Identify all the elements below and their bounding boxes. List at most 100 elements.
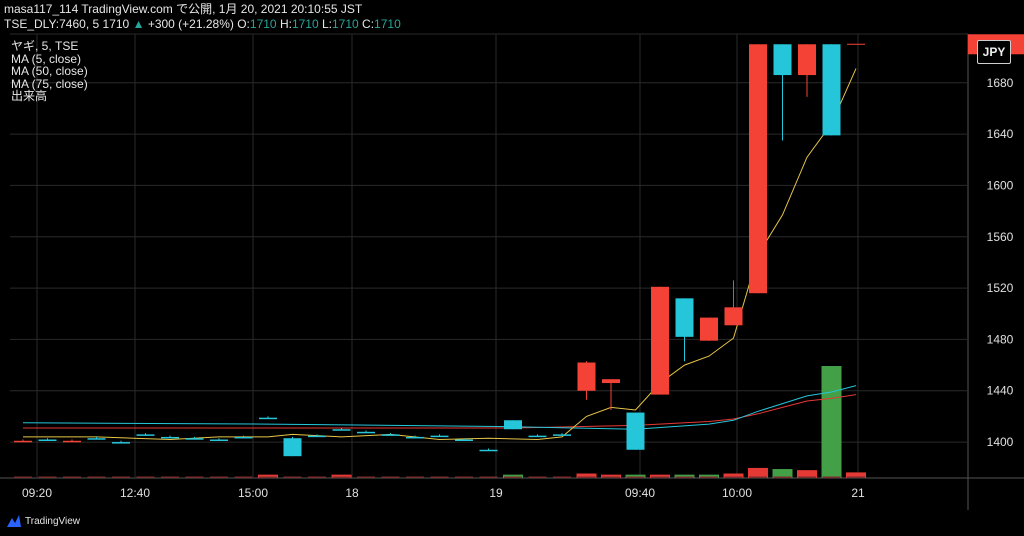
volume-baseline-tick <box>14 476 32 478</box>
candle-body <box>749 44 767 294</box>
volume-baseline-tick <box>87 476 106 478</box>
volume-baseline-tick <box>259 476 277 478</box>
low-label: L: <box>321 17 332 31</box>
volume-bar <box>576 473 597 478</box>
brand-name: TradingView <box>25 515 81 527</box>
candle-body <box>136 434 155 436</box>
currency-badge[interactable]: JPY <box>977 40 1011 64</box>
tradingview-logo-icon <box>7 515 21 527</box>
candle-body <box>455 439 473 442</box>
candle-body <box>626 412 645 450</box>
volume-baseline-tick <box>602 476 620 478</box>
volume-baseline-tick <box>749 476 767 478</box>
volume-baseline-tick <box>847 476 865 478</box>
volume-baseline-tick <box>136 476 155 478</box>
volume-bar <box>674 474 695 478</box>
publish-info: masa117_114 TradingView.com で公開, 1月 20, … <box>4 1 401 16</box>
candle-body <box>161 436 179 439</box>
tradingview-branding: TradingView <box>6 514 80 528</box>
y-tick-label: 1640 <box>987 127 1014 141</box>
candle-body <box>602 379 620 384</box>
legend-ma5[interactable]: MA (5, close) <box>11 51 82 66</box>
volume-baseline-tick <box>773 476 792 478</box>
volume-bar <box>748 467 768 478</box>
y-tick-label: 1520 <box>987 281 1014 295</box>
candle-body <box>700 317 718 341</box>
candle-body <box>381 434 400 436</box>
low-value: 1710 <box>332 17 359 31</box>
symbol-info: TSE_DLY:7460, 5 <box>4 17 100 31</box>
ma75-line <box>23 394 857 429</box>
volume-bar <box>699 474 719 478</box>
candle-body <box>234 436 253 439</box>
volume-baseline-tick <box>283 476 302 478</box>
y-tick-label: 1400 <box>987 435 1014 449</box>
ohlc-line: TSE_DLY:7460, 5 1710 ▲ +300 (+21.28%) O:… <box>4 16 401 31</box>
legend-volume[interactable]: 出来高 <box>11 89 48 103</box>
candle-body <box>87 438 106 440</box>
candle-body <box>553 434 571 436</box>
legend-symbol[interactable]: ヤギ, 5, TSE <box>11 39 79 53</box>
candle-body <box>259 417 277 420</box>
candle-body <box>332 429 351 431</box>
indicator-legend: ヤギ, 5, TSE MA (5, close) MA (50, close) … <box>11 40 88 103</box>
volume-baseline-tick <box>626 476 645 478</box>
candle-body <box>308 435 326 438</box>
candle-body <box>210 439 228 442</box>
candle-body <box>185 438 204 440</box>
x-tick-label: 09:20 <box>22 486 52 500</box>
legend-ma50[interactable]: MA (50, close) <box>11 64 88 78</box>
candle-body <box>112 442 130 444</box>
volume-bar <box>821 366 842 478</box>
volume-baseline-tick <box>38 476 57 478</box>
x-tick-label: 21 <box>851 486 865 500</box>
volume-bar <box>601 474 621 478</box>
ma5-line <box>23 68 857 441</box>
close-label: C: <box>362 17 375 31</box>
volume-baseline-tick <box>161 476 179 478</box>
x-tick-label: 15:00 <box>238 486 268 500</box>
volume-baseline-tick <box>63 476 81 478</box>
volume-bar <box>625 474 646 478</box>
x-tick-label: 12:40 <box>120 486 150 500</box>
publish-text: masa117_114 TradingView.com で公開, 1月 20, … <box>4 2 363 16</box>
candle-body <box>38 439 57 442</box>
candle-body <box>651 286 669 395</box>
volume-baseline-tick <box>651 476 669 478</box>
volume-bar <box>503 474 523 478</box>
volume-baseline-tick <box>185 476 204 478</box>
volume-bar <box>258 474 278 478</box>
volume-bar <box>331 474 352 478</box>
candle-body <box>798 44 816 76</box>
candle-body <box>724 307 743 326</box>
volume-baseline-tick <box>308 476 326 478</box>
candle-body <box>283 438 302 457</box>
candle-body <box>430 435 449 438</box>
candle-body <box>14 440 32 443</box>
volume-bar <box>846 472 866 478</box>
close-value: 1710 <box>374 17 401 31</box>
volume-baseline-tick <box>577 476 596 478</box>
y-tick-label: 1600 <box>987 178 1014 192</box>
volume-baseline-tick <box>112 476 130 478</box>
volume-baseline-tick <box>430 476 449 478</box>
volume-baseline-tick <box>210 476 228 478</box>
candle-body <box>528 435 547 438</box>
candle-body <box>63 440 81 443</box>
volume-bar <box>650 474 670 478</box>
volume-baseline-tick <box>822 476 841 478</box>
x-tick-label: 10:00 <box>722 486 752 500</box>
chart-header: masa117_114 TradingView.com で公開, 1月 20, … <box>4 1 401 31</box>
volume-baseline-tick <box>234 476 253 478</box>
y-tick-label: 1440 <box>987 384 1014 398</box>
x-tick-label: 19 <box>489 486 503 500</box>
volume-bar <box>772 469 793 478</box>
volume-baseline-tick <box>406 476 424 478</box>
x-tick-label: 09:40 <box>625 486 655 500</box>
x-tick-label: 18 <box>345 486 359 500</box>
legend-ma75[interactable]: MA (75, close) <box>11 76 88 91</box>
high-value: 1710 <box>291 17 319 31</box>
y-tick-label: 1560 <box>987 230 1014 244</box>
volume-bar <box>797 470 817 478</box>
